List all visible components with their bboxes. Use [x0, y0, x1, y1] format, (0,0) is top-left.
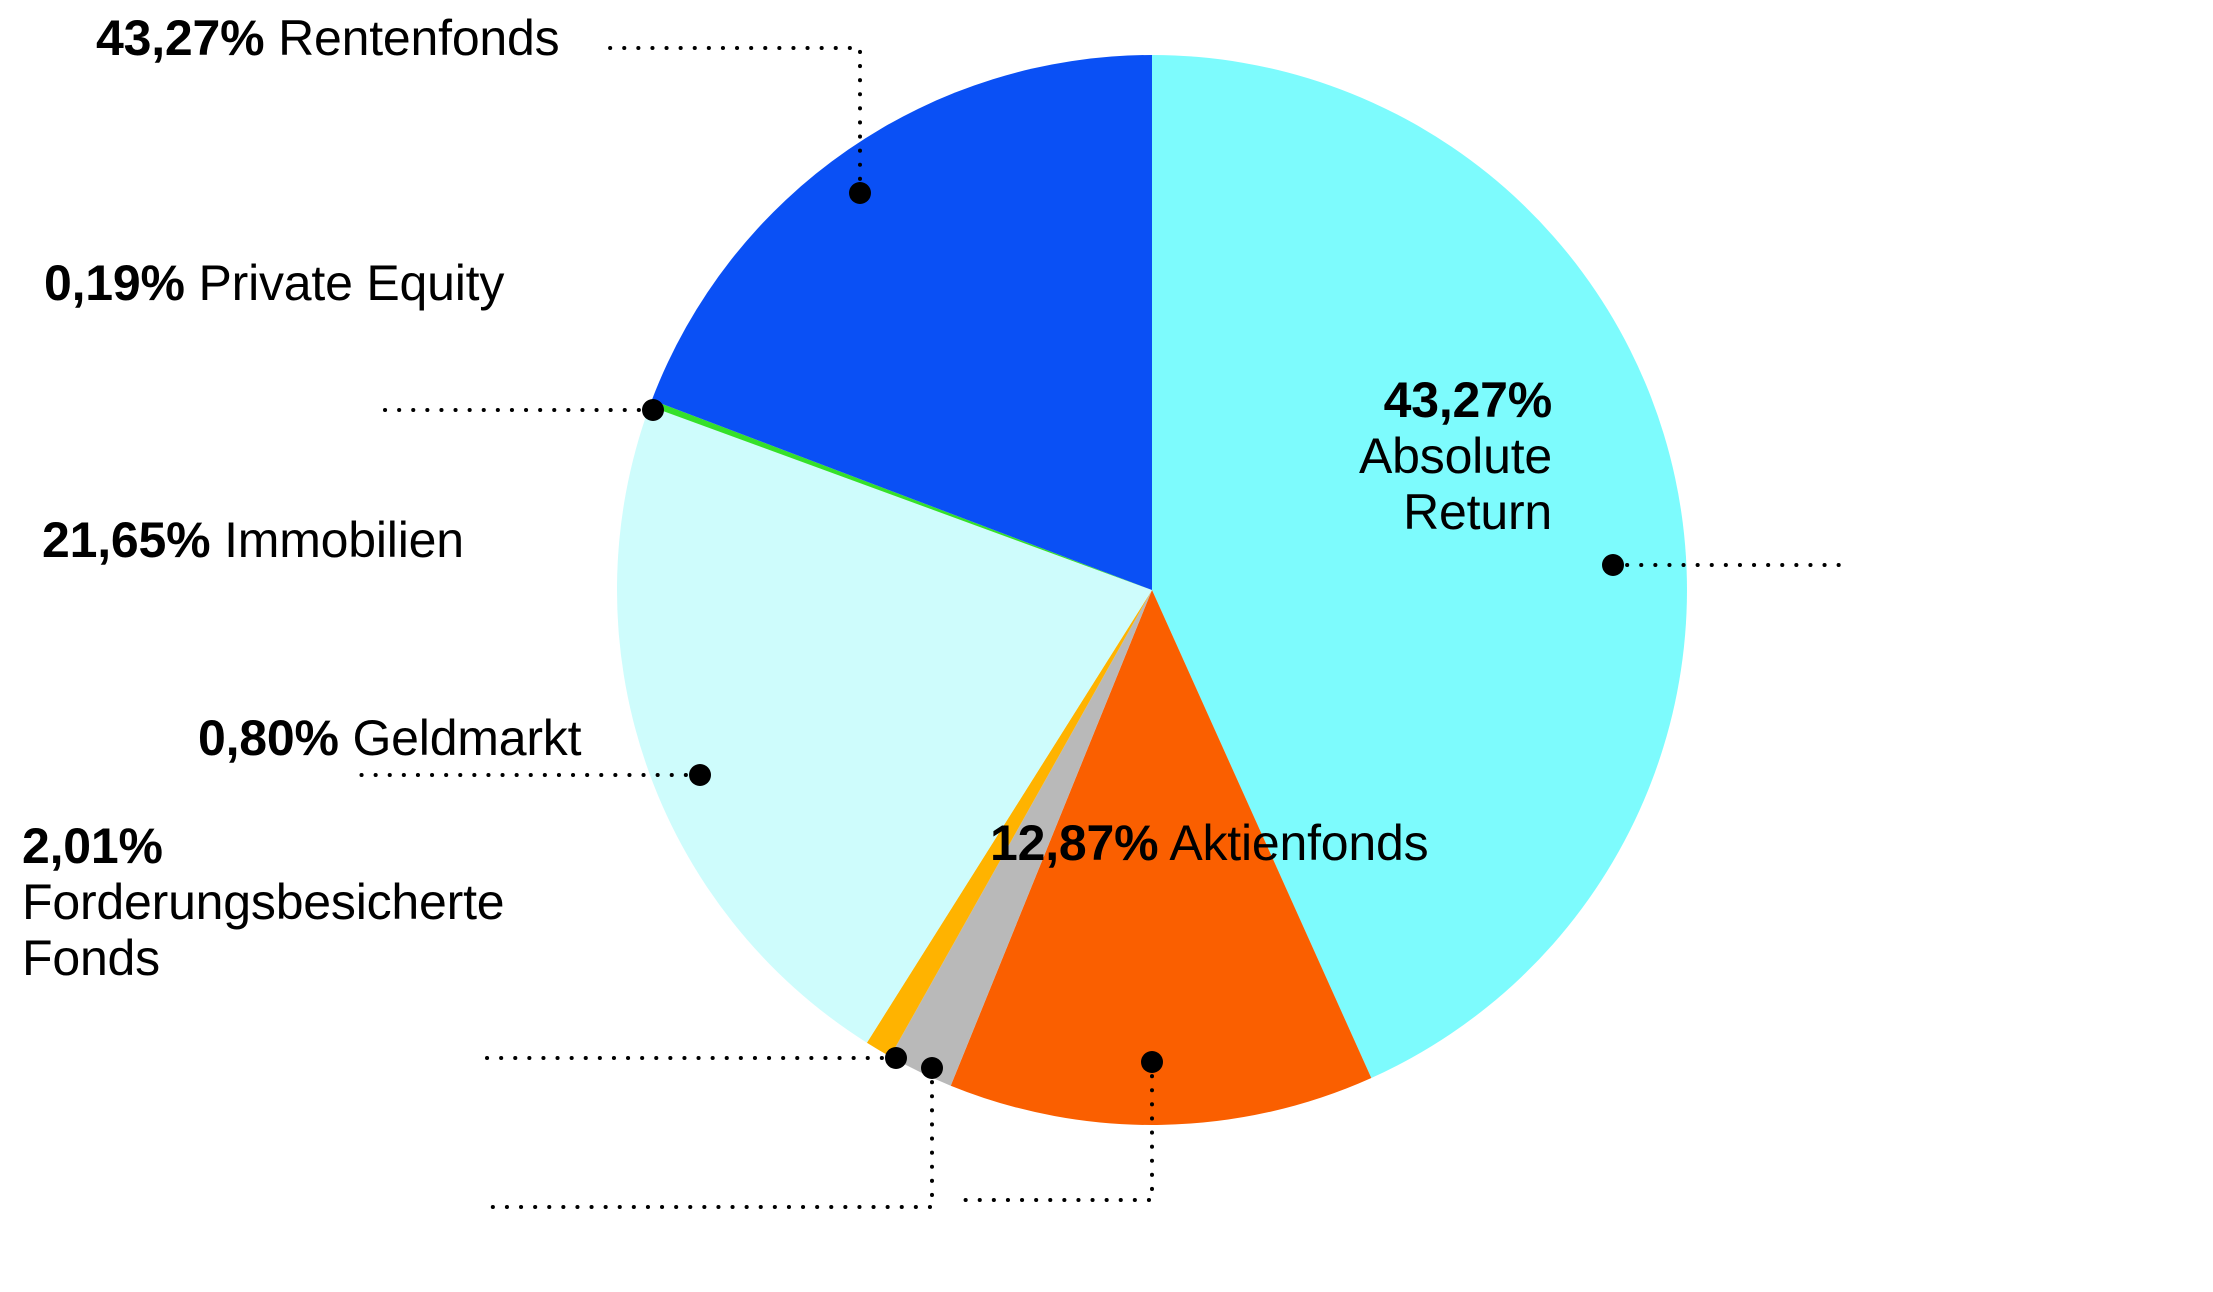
leader-dot-geldmarkt — [885, 1047, 907, 1069]
leader-dot-private-equity — [642, 399, 664, 421]
pie-slice-immobilien[interactable] — [616, 406, 1152, 1043]
slice-label-absolute-return: 43,27% Absolute Return — [1282, 372, 1552, 540]
pie-slice-aktienfonds[interactable] — [950, 590, 1372, 1125]
leader-dot-forderungsbesicherte-fonds — [921, 1057, 943, 1079]
slice-percent-rentenfonds: 43,27% — [96, 10, 265, 66]
slice-name-immobilien: Immobilien — [224, 512, 464, 568]
pie-slice-absolute-return[interactable] — [1152, 55, 1687, 1078]
slice-percent-forderungsbesicherte-fonds: 2,01% — [22, 818, 163, 874]
slice-percent-immobilien: 21,65% — [42, 512, 211, 568]
pie-slice-rentenfonds[interactable] — [651, 55, 1152, 590]
pie-slice-private-equity[interactable] — [649, 400, 1152, 590]
slice-label-aktienfonds: 12,87% Aktienfonds — [990, 815, 1429, 871]
leader-line-group — [350, 46, 1854, 1209]
leader-dot-aktienfonds — [1141, 1051, 1163, 1073]
slice-percent-absolute-return: 43,27% — [1383, 372, 1553, 428]
slice-name-forderungsbesicherte-fonds: Forderungsbesicherte Fonds — [22, 874, 505, 986]
leader-dot-rentenfonds — [849, 182, 871, 204]
slice-name-rentenfonds: Rentenfonds — [278, 10, 560, 66]
leader-dot-absolute-return — [1602, 554, 1624, 576]
slice-name-geldmarkt: Geldmarkt — [352, 710, 582, 766]
leader-line-forderungsbesicherte-fonds — [478, 1066, 934, 1209]
slice-label-geldmarkt: 0,80% Geldmarkt — [198, 710, 582, 766]
slice-percent-private-equity: 0,19% — [44, 255, 185, 311]
slice-name-private-equity: Private Equity — [198, 255, 505, 311]
pie-slice-group — [616, 55, 1687, 1125]
slice-label-immobilien: 21,65% Immobilien — [42, 512, 464, 568]
slice-label-rentenfonds: 43,27% Rentenfonds — [96, 10, 560, 66]
pie-slice-geldmarkt[interactable] — [866, 590, 1152, 1057]
slice-name-aktienfonds: Aktienfonds — [1169, 815, 1429, 871]
slice-name-absolute-return: Absolute Return — [1359, 428, 1552, 540]
slice-label-private-equity: 0,19% Private Equity — [44, 255, 504, 311]
leader-dot-group — [642, 182, 1624, 1079]
slice-percent-aktienfonds: 12,87% — [990, 815, 1159, 871]
slice-label-forderungsbesicherte-fonds: 2,01% Forderungsbesicherte Fonds — [22, 818, 505, 986]
leader-dot-immobilien — [689, 764, 711, 786]
pie-slice-forderungsbesicherte-fonds[interactable] — [890, 590, 1152, 1086]
slice-percent-geldmarkt: 0,80% — [198, 710, 339, 766]
